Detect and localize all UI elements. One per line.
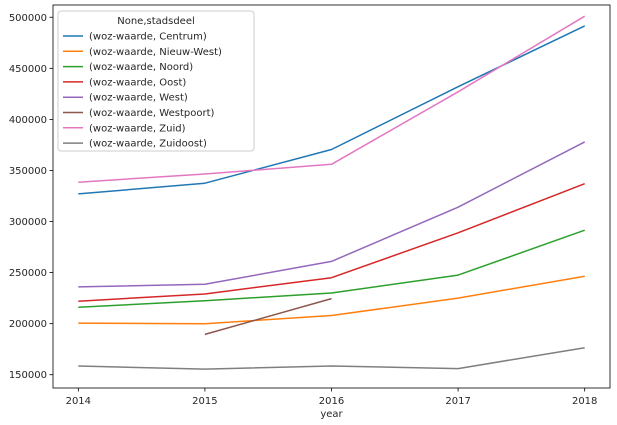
y-tick-label: 350000 [9, 166, 47, 177]
legend-label: (woz-waarde, West) [89, 93, 188, 104]
series-line-7 [78, 346, 585, 370]
legend-label: (woz-waarde, Noord) [89, 62, 193, 73]
x-tick-label: 2017 [445, 396, 470, 407]
legend-entry: (woz-waarde, Nieuw-West) [63, 47, 222, 58]
y-tick-label: 400000 [9, 115, 47, 126]
legend: None,stadsdeel (woz-waarde, Centrum)(woz… [57, 10, 255, 152]
y-tick-label: 300000 [9, 217, 47, 228]
x-tick-label: 2016 [319, 396, 344, 407]
legend-label: (woz-waarde, Nieuw-West) [89, 47, 222, 58]
series-line-3 [78, 183, 585, 302]
series-line-5 [204, 297, 332, 336]
x-tick-label: 2015 [192, 396, 217, 407]
legend-entry: (woz-waarde, Centrum) [63, 32, 207, 43]
legend-entry: (woz-waarde, Oost) [63, 77, 186, 88]
legend-label: (woz-waarde, Zuidoost) [89, 139, 207, 150]
series-line-6 [78, 15, 586, 183]
x-tick-label: 2018 [572, 396, 597, 407]
legend-entries: (woz-waarde, Centrum) (woz-waarde, Nieuw-… [63, 32, 222, 150]
legend-box [57, 10, 255, 152]
y-tick-label: 200000 [9, 319, 47, 330]
legend-label: (woz-waarde, Zuid) [89, 123, 186, 134]
legend-entry: (woz-waarde, Noord) [63, 62, 193, 73]
y-axis: 150000 200000 250000 300000 350000 400000 4500… [9, 13, 53, 381]
y-tick-label: 150000 [9, 370, 47, 381]
legend-title: None,stadsdeel [117, 16, 195, 27]
x-axis-label: year [320, 409, 343, 420]
series-layer [78, 15, 586, 370]
y-tick-label: 500000 [9, 13, 47, 24]
legend-label: (woz-waarde, Westpoort) [89, 108, 214, 119]
legend-entry: (woz-waarde, West) [63, 93, 188, 104]
series-line-2 [78, 229, 585, 309]
legend-entry: (woz-waarde, Westpoort) [63, 108, 214, 119]
legend-label: (woz-waarde, Centrum) [89, 32, 207, 43]
series-line-1 [78, 275, 585, 325]
legend-entry: (woz-waarde, Zuid) [63, 123, 186, 134]
x-axis: 2014 2015 2016 2017 2018 [66, 388, 597, 407]
y-tick-label: 450000 [9, 64, 47, 75]
legend-label: (woz-waarde, Oost) [89, 77, 186, 88]
x-tick-label: 2014 [66, 396, 91, 407]
legend-entry: (woz-waarde, Zuidoost) [63, 139, 207, 150]
series-line-4 [78, 141, 586, 288]
y-tick-label: 250000 [9, 268, 47, 279]
